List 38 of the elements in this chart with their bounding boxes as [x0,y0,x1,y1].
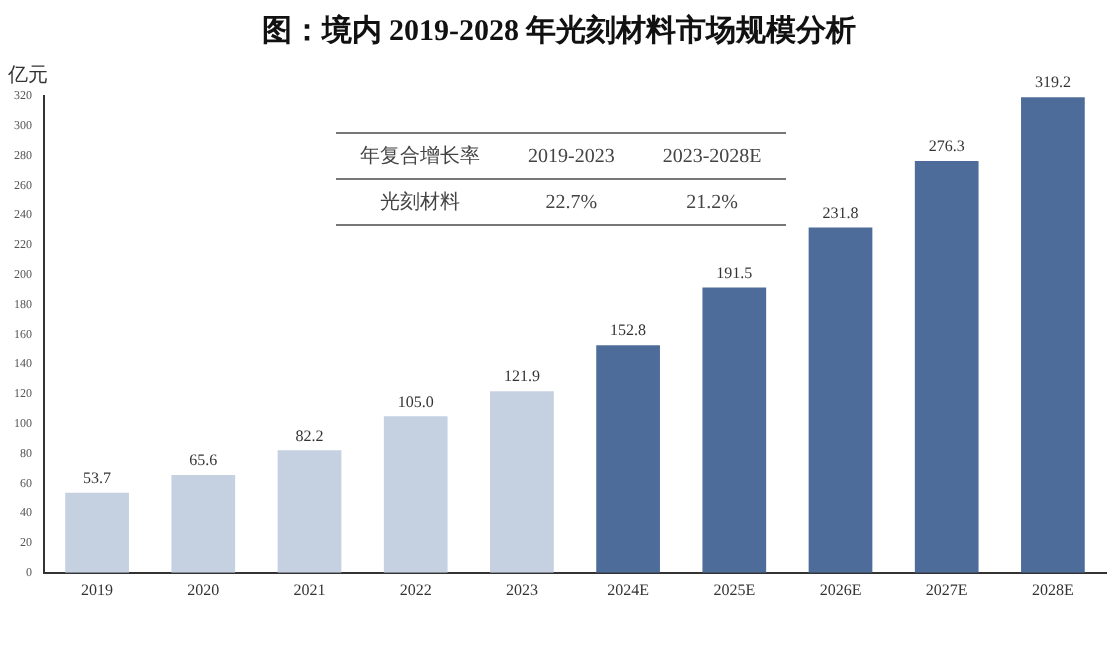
y-axis-title: 亿元 [6,65,48,88]
data-label: 65.6 [189,451,218,470]
data-label: 231.8 [822,203,859,222]
bar [171,475,236,573]
x-tick-label: 2027E [925,580,968,599]
x-tick-label: 2024E [607,580,650,599]
data-label: 82.2 [295,426,324,445]
bar [65,492,129,573]
bar [383,416,448,573]
chart-title: 图：境内 2019-2028 年光刻材料市场规模分析 [259,12,859,50]
bar [490,391,554,573]
x-tick-label: 2020 [187,580,220,599]
data-label: 152.8 [610,321,647,340]
bar [1021,97,1085,573]
bar [808,227,873,573]
x-tick-label: 2023 [505,580,538,599]
bar [277,450,342,573]
annotation: 年复合增长率 [336,133,504,179]
x-tick-label: 2025E [713,580,756,599]
bar [914,161,979,573]
annotation: 2023-2028E [638,133,786,179]
data-label: 53.7 [83,468,112,487]
annotation: 22.7% [504,179,639,225]
annotation: 2019-2023 [504,133,639,179]
data-label: 276.3 [928,137,965,156]
bar [596,345,660,573]
x-tick-label: 2022 [399,580,432,599]
data-label: 121.9 [503,367,540,386]
x-tick-label: 2026E [819,580,862,599]
annotation: 21.2% [638,179,786,225]
annotation: 光刻材料 [336,179,504,225]
data-label: 319.2 [1034,73,1071,92]
bar [702,287,767,573]
x-tick-label: 2019 [81,580,114,599]
x-tick-label: 2028E [1032,580,1075,599]
x-tick-label: 2021 [293,580,326,599]
data-label: 191.5 [716,263,753,282]
data-label: 105.0 [397,392,434,411]
